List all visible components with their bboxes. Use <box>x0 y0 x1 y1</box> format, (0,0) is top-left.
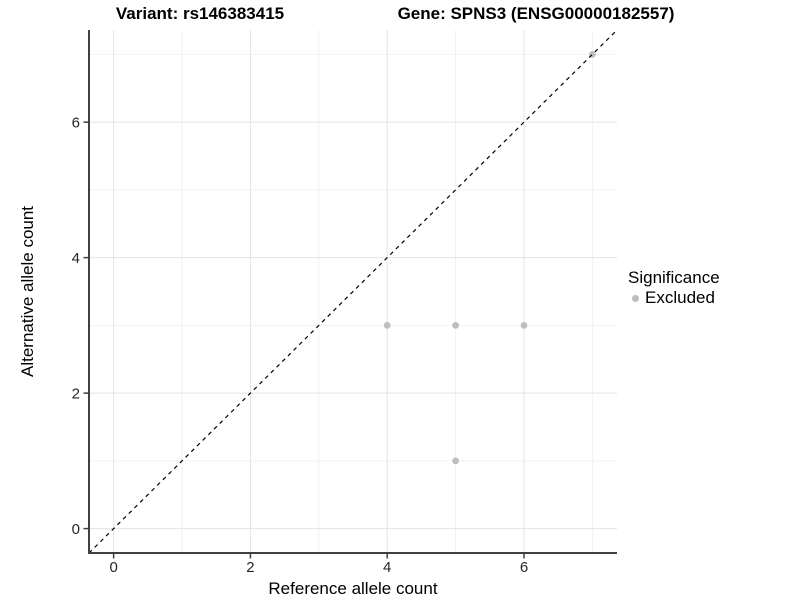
y-tick-label: 0 <box>72 521 80 538</box>
plot-title-gene: Gene: SPNS3 (ENSG00000182557) <box>397 4 675 23</box>
data-layer <box>383 50 596 465</box>
y-tick-label: 6 <box>72 114 80 131</box>
x-axis-title: Reference allele count <box>268 579 437 598</box>
data-point <box>383 321 391 329</box>
data-point <box>452 321 459 329</box>
data-point <box>452 457 459 465</box>
x-tick-label: 6 <box>520 559 528 576</box>
y-axis-title: Alternative allele count <box>18 206 37 377</box>
x-tick-label: 0 <box>109 559 117 576</box>
reference-line-layer <box>88 29 618 554</box>
x-tick-label: 2 <box>246 559 254 576</box>
x-tick-label: 4 <box>383 559 391 576</box>
y-tick-label: 2 <box>72 385 80 402</box>
y-tick-label: 4 <box>72 250 80 267</box>
identity-reference-line <box>88 29 618 554</box>
legend-point-icon <box>632 294 639 302</box>
axis-layer: 0 2 4 6 0 2 4 6 <box>72 30 617 576</box>
grid-layer <box>89 30 617 553</box>
plot-title-variant: Variant: rs146383415 <box>115 4 285 23</box>
legend-title: Significance <box>628 268 720 287</box>
data-point <box>520 321 528 329</box>
legend: Significance Excluded <box>628 268 720 308</box>
legend-item-label: Excluded <box>645 288 715 307</box>
legend-item-excluded: Excluded <box>628 288 720 308</box>
